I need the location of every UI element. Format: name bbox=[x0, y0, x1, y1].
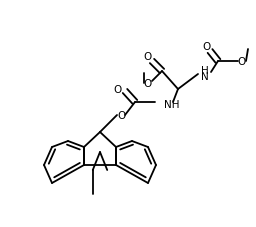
Text: O: O bbox=[143, 79, 151, 89]
Text: N: N bbox=[201, 72, 209, 82]
Text: H: H bbox=[201, 66, 209, 76]
Text: NH: NH bbox=[164, 100, 179, 109]
Text: O: O bbox=[114, 85, 122, 95]
Text: O: O bbox=[144, 52, 152, 62]
Text: O: O bbox=[203, 42, 211, 52]
Text: O: O bbox=[118, 111, 126, 121]
Text: O: O bbox=[238, 57, 246, 67]
